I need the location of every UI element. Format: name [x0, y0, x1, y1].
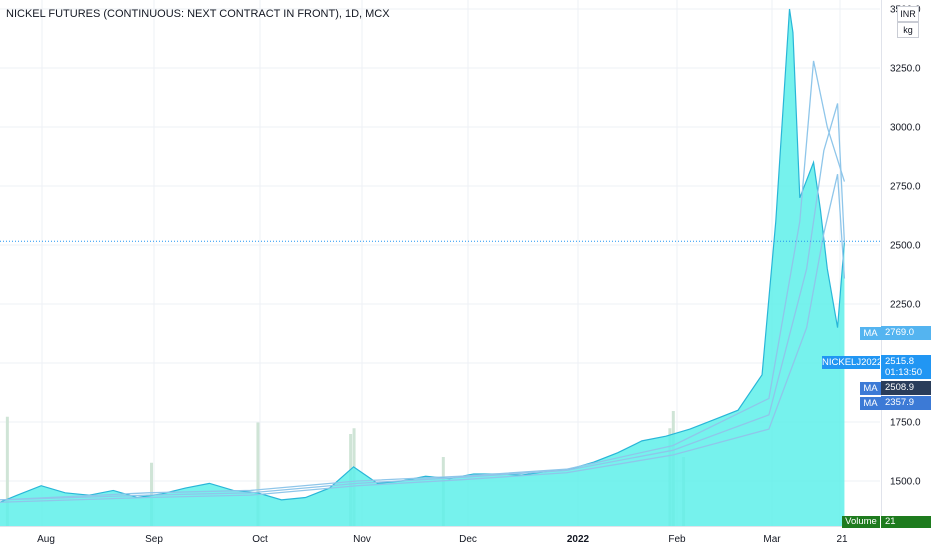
moving-average-line	[0, 60, 846, 501]
y-tick-label: 1500.0	[890, 477, 921, 488]
ma-mid-value: 2508.9	[881, 381, 931, 395]
volume-bar	[150, 462, 154, 526]
x-tick-label: 2022	[567, 534, 590, 545]
symbol-price-tag: 2515.8 01:13:50	[881, 355, 931, 379]
ma-top-label: MA	[860, 327, 881, 340]
ma-low-label: MA	[860, 397, 881, 410]
moving-average-line	[0, 174, 846, 503]
x-tick-label: Dec	[459, 534, 477, 545]
x-tick-label: Sep	[145, 534, 163, 545]
y-tick-label: 1750.0	[890, 418, 921, 429]
y-tick-label: 3250.0	[890, 64, 921, 75]
countdown-timer: 01:13:50	[885, 367, 922, 378]
volume-value: 21	[881, 516, 931, 528]
x-tick-label: 21	[836, 534, 848, 545]
y-tick-label: 3000.0	[890, 123, 921, 134]
x-tick-label: Oct	[252, 534, 268, 545]
y-tick-label: 2500.0	[890, 241, 921, 252]
price-axis-labels: 1250.01500.01750.02000.02250.02500.02750…	[890, 5, 921, 547]
symbol-label: NICKELJ2022	[822, 356, 883, 369]
time-axis-labels: Aug Sep Oct Nov Dec 2022 Feb Mar 21	[37, 534, 848, 545]
volume-bar	[256, 422, 260, 526]
volume-bar	[5, 416, 9, 526]
price-area	[0, 9, 845, 526]
currency-unit-button[interactable]: INR	[897, 6, 919, 22]
ma-mid-label: MA	[860, 382, 881, 395]
ma-top-value: 2769.0	[881, 326, 931, 340]
ma-low-value: 2357.9	[881, 396, 931, 410]
x-tick-label: Nov	[353, 534, 371, 545]
moving-average-line	[0, 103, 846, 501]
y-tick-label: 2750.0	[890, 182, 921, 193]
symbol-price-value: 2515.8	[885, 356, 915, 367]
time-axis[interactable]: Aug Sep Oct Nov Dec 2022 Feb Mar 21	[0, 526, 880, 551]
weight-unit-button[interactable]: kg	[897, 22, 919, 38]
x-tick-label: Mar	[763, 534, 781, 545]
price-axis[interactable]: 1250.01500.01750.02000.02250.02500.02750…	[881, 0, 932, 547]
price-chart[interactable]	[0, 0, 880, 526]
chart-area[interactable]: NICKEL FUTURES (CONTINUOUS: NEXT CONTRAC…	[0, 0, 880, 526]
chart-title: NICKEL FUTURES (CONTINUOUS: NEXT CONTRAC…	[6, 8, 390, 20]
y-tick-label: 2250.0	[890, 300, 921, 311]
x-tick-label: Aug	[37, 534, 55, 545]
x-tick-label: Feb	[668, 534, 686, 545]
volume-label: Volume	[842, 516, 880, 528]
